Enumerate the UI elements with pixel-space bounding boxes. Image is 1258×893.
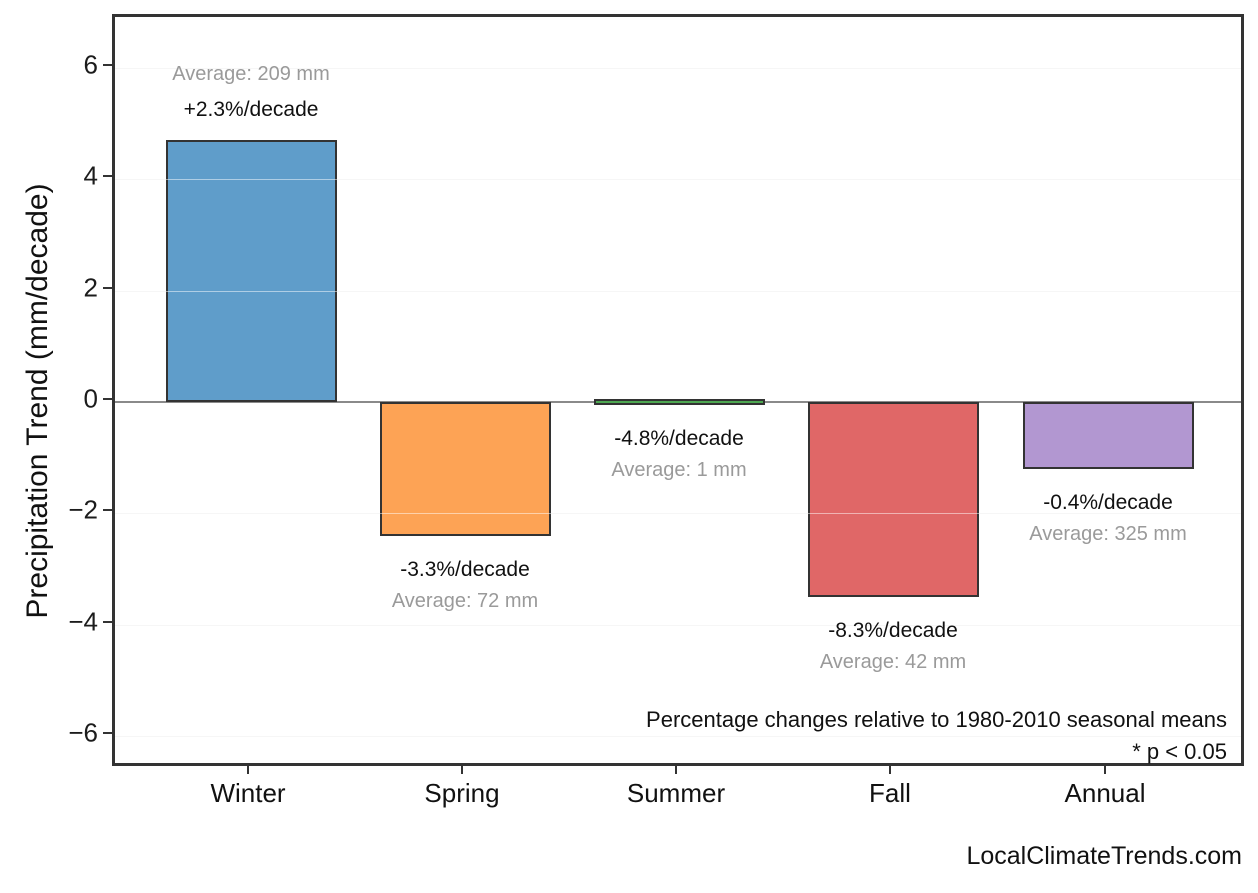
x-tick-mark [889, 766, 891, 774]
bar-fall [807, 402, 979, 597]
x-tick-mark [247, 766, 249, 774]
gridline-overlay [115, 290, 1241, 292]
y-tick-mark [103, 732, 112, 735]
watermark: LocalClimateTrends.com [966, 842, 1242, 870]
fall-avg-label: Average: 42 mm [819, 650, 967, 673]
y-tick-label: 0 [83, 383, 98, 414]
x-tick-mark [1104, 766, 1106, 774]
y-tick-label: −4 [68, 606, 98, 637]
y-tick-mark [103, 175, 112, 178]
gridline-overlay [115, 736, 1241, 738]
y-tick-mark [103, 509, 112, 512]
y-tick-label: −6 [68, 717, 98, 748]
plot-area: Average: 209 mm +2.3%/decade -3.3%/decade A… [112, 14, 1244, 766]
bar-spring [379, 402, 551, 536]
x-tick-label-fall: Fall [869, 778, 911, 808]
gridline-overlay [115, 624, 1241, 626]
y-tick-label: 6 [83, 49, 98, 80]
footnote-line-2: * p < 0.05 [1132, 739, 1227, 764]
y-tick-label: 2 [83, 272, 98, 303]
spring-pct-label: -3.3%/decade [400, 557, 530, 581]
fall-pct-label: -8.3%/decade [828, 618, 958, 642]
y-tick-label: 4 [83, 160, 98, 191]
gridline-overlay [115, 513, 1241, 515]
winter-avg-label: Average: 209 mm [172, 63, 330, 86]
bar-summer [593, 399, 765, 405]
y-tick-mark [103, 286, 112, 289]
bar-winter [165, 140, 337, 402]
y-tick-mark [103, 63, 112, 66]
gridline-overlay [115, 179, 1241, 181]
annual-avg-label: Average: 325 mm [1029, 522, 1187, 545]
x-tick-label-annual: Annual [1064, 778, 1146, 808]
x-tick-mark [461, 766, 463, 774]
bar-annual [1022, 402, 1194, 469]
winter-pct-label: +2.3%/decade [183, 98, 319, 122]
y-tick-mark [103, 398, 112, 400]
x-tick-label-spring: Spring [424, 778, 500, 808]
y-tick-label: −2 [68, 494, 98, 525]
gridline-overlay [115, 67, 1241, 69]
summer-avg-label: Average: 1 mm [611, 459, 747, 481]
x-tick-label-winter: Winter [210, 778, 286, 808]
x-tick-label-summer: Summer [626, 778, 726, 808]
summer-pct-label: -4.8%/decade [614, 427, 744, 450]
x-tick-mark [675, 766, 677, 774]
footnote-line-1: Percentage changes relative to 1980-2010… [646, 707, 1227, 732]
annual-pct-label: -0.4%/decade [1043, 490, 1173, 514]
spring-avg-label: Average: 72 mm [391, 589, 539, 612]
y-tick-mark [103, 620, 112, 623]
